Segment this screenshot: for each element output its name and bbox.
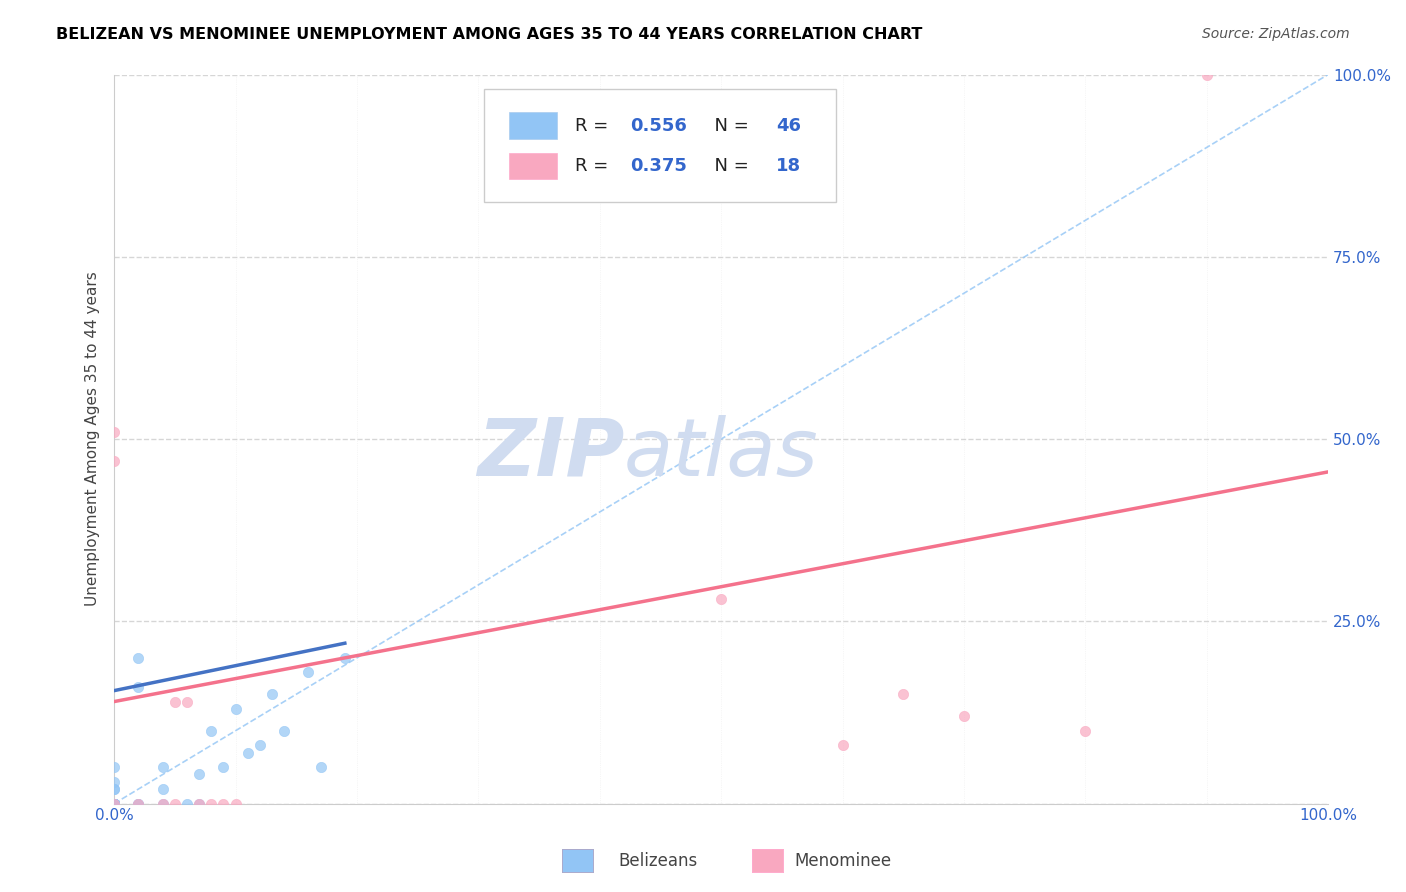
Point xyxy=(103,797,125,811)
Text: R =: R = xyxy=(575,117,614,135)
Point xyxy=(236,746,259,760)
Text: 0.375: 0.375 xyxy=(630,157,688,175)
Point xyxy=(953,709,976,723)
Point xyxy=(249,739,271,753)
Point xyxy=(163,797,186,811)
Point xyxy=(188,767,211,781)
Text: Menominee: Menominee xyxy=(794,852,891,870)
Point xyxy=(103,797,125,811)
Point xyxy=(225,797,247,811)
Text: N =: N = xyxy=(703,117,755,135)
Point xyxy=(333,650,356,665)
Text: 46: 46 xyxy=(776,117,801,135)
Y-axis label: Unemployment Among Ages 35 to 44 years: Unemployment Among Ages 35 to 44 years xyxy=(86,272,100,607)
Point xyxy=(188,797,211,811)
Point xyxy=(103,760,125,774)
Point xyxy=(103,797,125,811)
Point xyxy=(831,739,853,753)
Text: R =: R = xyxy=(575,157,614,175)
Point xyxy=(163,694,186,708)
FancyBboxPatch shape xyxy=(509,153,557,178)
Point xyxy=(103,797,125,811)
Point xyxy=(103,797,125,811)
Point xyxy=(212,760,235,774)
Point xyxy=(200,797,222,811)
Point xyxy=(212,797,235,811)
Point xyxy=(103,797,125,811)
Text: BELIZEAN VS MENOMINEE UNEMPLOYMENT AMONG AGES 35 TO 44 YEARS CORRELATION CHART: BELIZEAN VS MENOMINEE UNEMPLOYMENT AMONG… xyxy=(56,27,922,42)
FancyBboxPatch shape xyxy=(509,112,557,138)
Point xyxy=(127,680,149,694)
Point xyxy=(176,694,198,708)
Point xyxy=(103,797,125,811)
Point xyxy=(103,797,125,811)
Point xyxy=(103,797,125,811)
Point xyxy=(127,797,149,811)
Text: ZIP: ZIP xyxy=(477,415,624,492)
Point xyxy=(103,454,125,468)
Point xyxy=(152,760,174,774)
Point xyxy=(103,425,125,439)
Point xyxy=(103,797,125,811)
Point xyxy=(103,797,125,811)
Text: Source: ZipAtlas.com: Source: ZipAtlas.com xyxy=(1202,27,1350,41)
Point xyxy=(188,797,211,811)
Point xyxy=(103,797,125,811)
Point xyxy=(103,797,125,811)
Text: N =: N = xyxy=(703,157,755,175)
Point xyxy=(176,797,198,811)
Point xyxy=(103,797,125,811)
Text: 0.556: 0.556 xyxy=(630,117,688,135)
Point xyxy=(103,797,125,811)
Point xyxy=(103,797,125,811)
Point xyxy=(152,782,174,797)
Point xyxy=(103,797,125,811)
Point xyxy=(309,760,332,774)
Point xyxy=(891,687,914,701)
Point xyxy=(127,650,149,665)
Point xyxy=(103,797,125,811)
Point xyxy=(103,797,125,811)
Point xyxy=(127,797,149,811)
Text: 18: 18 xyxy=(776,157,801,175)
Point xyxy=(273,723,295,738)
Point xyxy=(152,797,174,811)
Point xyxy=(200,723,222,738)
Point xyxy=(103,782,125,797)
Point xyxy=(1074,723,1097,738)
Point xyxy=(152,797,174,811)
FancyBboxPatch shape xyxy=(485,89,837,202)
Point xyxy=(103,774,125,789)
Point xyxy=(127,797,149,811)
Text: atlas: atlas xyxy=(624,415,818,492)
Point xyxy=(710,592,733,607)
Text: Belizeans: Belizeans xyxy=(619,852,697,870)
Point xyxy=(103,797,125,811)
Point xyxy=(260,687,283,701)
Point xyxy=(103,797,125,811)
Point xyxy=(297,665,319,680)
Point xyxy=(225,702,247,716)
Point xyxy=(103,797,125,811)
Point xyxy=(1195,68,1218,82)
Point xyxy=(103,797,125,811)
Point xyxy=(103,782,125,797)
